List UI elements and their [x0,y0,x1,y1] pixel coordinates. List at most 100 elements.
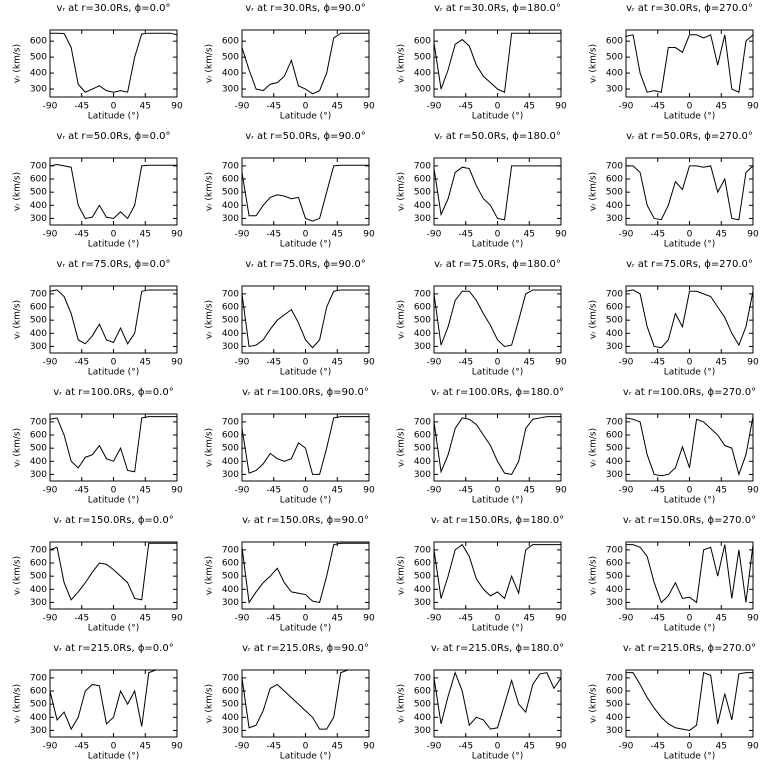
x-tick-label: -90 [43,614,58,624]
y-axis-label: vᵣ (km/s) [205,556,215,595]
x-tick-label: 90 [555,742,567,752]
x-tick-label: 90 [363,358,375,368]
panel-title: vᵣ at r=50.0Rs, ϕ=0.0° [56,131,170,142]
x-tick-label: -90 [235,742,250,752]
y-tick-label: 700 [606,417,623,427]
x-tick-label: -45 [458,742,473,752]
y-axis-label: vᵣ (km/s) [205,428,215,467]
panel: vᵣ at r=50.0Rs, ϕ=0.0° -90 -45 0 45 90 300 400 5… [13,131,183,250]
y-tick-label: 500 [414,444,431,454]
y-tick-label: 700 [222,417,239,427]
x-axis-label: Latitude (°) [664,368,715,378]
panel-title: vᵣ at r=215.0Rs, ϕ=180.0° [431,643,564,654]
x-tick-label: -90 [235,358,250,368]
y-tick-label: 400 [222,329,239,339]
x-tick-label: 45 [140,742,151,752]
x-axis-label: Latitude (°) [664,240,715,250]
x-tick-label: 90 [747,614,759,624]
plot-frame [433,541,562,610]
x-tick-label: -45 [650,358,665,368]
y-tick-label: 300 [606,470,623,480]
x-tick-label: 0 [687,358,693,368]
x-tick-label: 0 [495,230,501,240]
data-line [241,542,369,604]
y-tick-label: 700 [414,417,431,427]
data-line [49,164,177,220]
y-tick-label: 500 [222,316,239,326]
y-axis-label: vᵣ (km/s) [205,300,215,339]
x-axis-label: Latitude (°) [280,368,331,378]
y-axis-label: vᵣ (km/s) [397,300,407,339]
y-axis-label: vᵣ (km/s) [13,172,23,211]
y-tick-label: 400 [222,713,239,723]
x-tick-label: 45 [524,614,535,624]
x-tick-label: -45 [74,614,89,624]
plot-frame [241,29,370,98]
panel-title: vᵣ at r=100.0Rs, ϕ=90.0° [242,387,369,398]
y-tick-label: 600 [30,175,47,185]
panel: vᵣ at r=150.0Rs, ϕ=180.0° -90 -45 0 45 90 300 4… [397,515,567,634]
panel: vᵣ at r=215.0Rs, ϕ=180.0° -90 -45 0 45 90 300 4… [397,643,567,762]
x-tick-label: -45 [458,486,473,496]
y-tick-label: 400 [606,713,623,723]
y-axis-label: vᵣ (km/s) [397,44,407,83]
x-tick-label: 45 [716,102,727,112]
plot-frame [241,413,370,482]
y-tick-label: 500 [414,53,431,63]
y-tick-label: 400 [30,69,47,79]
y-tick-label: 600 [414,303,431,313]
x-tick-label: -90 [619,102,634,112]
x-tick-label: -45 [650,742,665,752]
x-axis-label: Latitude (°) [88,112,139,122]
y-tick-label: 300 [222,598,239,608]
y-axis-label: vᵣ (km/s) [397,556,407,595]
x-tick-label: -90 [235,614,250,624]
data-line [625,34,754,93]
panel-title: vᵣ at r=100.0Rs, ϕ=270.0° [623,387,756,398]
y-tick-label: 500 [606,316,623,326]
y-axis-label: vᵣ (km/s) [13,684,23,723]
x-tick-label: 45 [716,486,727,496]
plot-frame [241,669,370,738]
x-axis-label: Latitude (°) [664,112,715,122]
y-tick-label: 700 [606,545,623,555]
y-tick-label: 400 [414,69,431,79]
x-tick-label: 0 [495,358,501,368]
x-tick-label: 45 [332,102,343,112]
x-axis-label: Latitude (°) [472,112,523,122]
x-tick-label: 90 [555,230,567,240]
y-tick-label: 400 [606,69,623,79]
y-tick-label: 600 [30,559,47,569]
y-tick-label: 400 [414,713,431,723]
y-axis-label: vᵣ (km/s) [13,300,23,339]
y-tick-label: 700 [30,545,47,555]
y-tick-label: 600 [222,431,239,441]
x-tick-label: 90 [555,358,567,368]
y-tick-label: 500 [222,572,239,582]
panel: vᵣ at r=75.0Rs, ϕ=0.0° -90 -45 0 45 90 300 400 5… [13,259,183,378]
y-tick-label: 300 [414,342,431,352]
panel: vᵣ at r=100.0Rs, ϕ=0.0° -90 -45 0 45 90 300 400… [13,387,183,506]
y-tick-label: 300 [414,470,431,480]
x-tick-label: 90 [171,742,183,752]
x-tick-label: 90 [363,230,375,240]
y-axis-label: vᵣ (km/s) [589,428,599,467]
x-axis-label: Latitude (°) [88,624,139,634]
panel-title: vᵣ at r=100.0Rs, ϕ=180.0° [431,387,564,398]
x-tick-label: -90 [235,230,250,240]
x-tick-label: 45 [140,230,151,240]
y-axis-label: vᵣ (km/s) [13,428,23,467]
x-tick-label: -45 [458,358,473,368]
y-tick-label: 400 [606,457,623,467]
data-line [241,32,369,95]
x-tick-label: 0 [495,742,501,752]
x-tick-label: 0 [687,102,693,112]
y-tick-label: 500 [414,188,431,198]
x-tick-label: 45 [524,230,535,240]
data-line [241,669,369,730]
data-line [433,543,561,600]
x-tick-label: 0 [495,486,501,496]
y-axis-label: vᵣ (km/s) [589,172,599,211]
panel: vᵣ at r=50.0Rs, ϕ=90.0° -90 -45 0 45 90 300 400… [205,131,375,250]
y-axis-label: vᵣ (km/s) [397,172,407,211]
